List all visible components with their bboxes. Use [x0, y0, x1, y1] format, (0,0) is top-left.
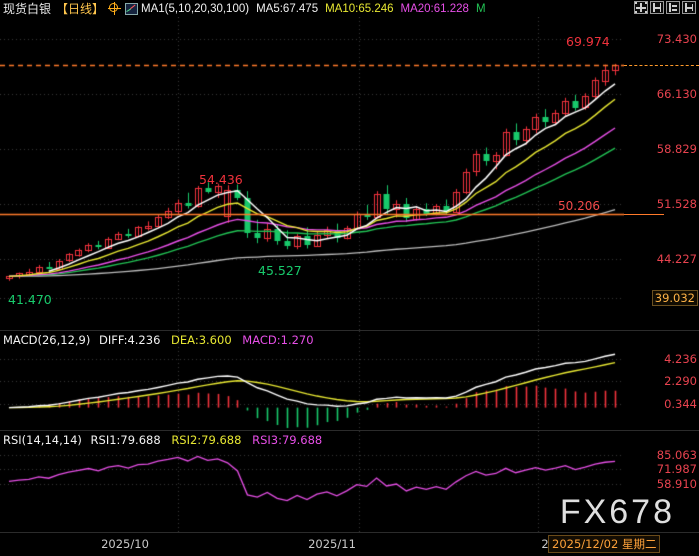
move-tool-icon[interactable]: [634, 1, 648, 14]
x-axis-tick: 2025/11: [308, 537, 356, 551]
chart-icon[interactable]: [125, 2, 139, 15]
price-axis-tick: 58.829: [656, 141, 697, 156]
rsi-panel: 85.063 71.987 58.910 RSI(14,14,14) RSI1:79…: [0, 431, 699, 532]
price-panel: 73.430 66.130 58.829 51.528 44.227 39.032 69.…: [0, 17, 699, 330]
macd-panel: 4.236 2.290 0.344 MACD(26,12,9) DIFF:4.236…: [0, 331, 699, 430]
support-line-extension: [624, 214, 664, 215]
rsi-axis-tick: 85.063: [656, 447, 697, 462]
ma10-value: MA10:65.246: [325, 2, 394, 15]
annotation-high-mid: 54.436: [199, 172, 243, 187]
macd-chart-canvas[interactable]: [0, 331, 624, 430]
ma5-value: MA5:67.475: [256, 2, 319, 15]
ma-formula-label: MA1(5,10,20,30,100): [141, 2, 250, 15]
x-axis-labels: 2025/10 2025/11 2 2025/12/02 星期二: [0, 532, 699, 555]
rsi-axis-tick: 71.987: [656, 462, 697, 477]
rsi-axis: 85.063 71.987 58.910: [624, 431, 699, 532]
annotation-low-mid: 45.527: [258, 263, 302, 278]
current-date-label: 2025/12/02 星期二: [548, 535, 661, 553]
price-axis-tick: 51.528: [656, 196, 697, 211]
price-chart-canvas[interactable]: [0, 17, 624, 330]
ma20-value: MA20:61.228: [400, 2, 469, 15]
annotation-low-left: 41.470: [8, 292, 52, 307]
fit-right-icon[interactable]: [666, 1, 680, 14]
rsi-title: RSI(14,14,14): [3, 433, 82, 447]
panel-divider-1: [0, 330, 699, 331]
crosshair-icon[interactable]: [108, 2, 122, 15]
macd-axis-tick: 0.344: [664, 396, 697, 411]
rsi-chart-canvas[interactable]: [0, 431, 624, 532]
price-axis-tick: 66.130: [656, 86, 697, 101]
annotation-high-right: 69.974: [566, 34, 610, 49]
shift-right-icon[interactable]: [682, 1, 696, 14]
macd-legend: MACD(26,12,9) DIFF:4.236 DEA:3.600 MACD:…: [3, 333, 314, 347]
rsi-legend: RSI(14,14,14) RSI1:79.688 RSI2:79.688 RS…: [3, 433, 322, 447]
rsi-axis-tick: 58.910: [656, 476, 697, 491]
mode-indicator: M: [475, 2, 486, 15]
rsi1-value: RSI1:79.688: [90, 433, 161, 447]
rsi3-value: RSI3:79.688: [252, 433, 323, 447]
chart-header: 现货白银 【日线】 MA1(5,10,20,30,100) MA5:67.475…: [0, 0, 699, 17]
panel-divider-2: [0, 430, 699, 431]
fit-left-icon[interactable]: [650, 1, 664, 14]
period-label[interactable]: 【日线】: [56, 2, 105, 16]
macd-diff-value: DIFF:4.236: [99, 333, 161, 347]
x-axis-tick: 2025/10: [101, 537, 149, 551]
watermark: FX678: [559, 493, 675, 531]
macd-title: MACD(26,12,9): [3, 333, 91, 347]
price-axis-tick: 73.430: [656, 31, 697, 46]
macd-macd-value: MACD:1.270: [242, 333, 314, 347]
instrument-name: 现货白银: [3, 2, 52, 16]
macd-axis: 4.236 2.290 0.344: [624, 331, 699, 430]
price-axis: 73.430 66.130 58.829 51.528 44.227 39.032: [624, 17, 699, 330]
macd-dea-value: DEA:3.600: [171, 333, 232, 347]
support-price-label: 50.206: [558, 198, 600, 213]
resistance-line-extension: [624, 65, 699, 66]
rsi2-value: RSI2:79.688: [171, 433, 242, 447]
macd-axis-tick: 4.236: [664, 351, 697, 366]
price-axis-tick: 44.227: [656, 251, 697, 266]
x-axis-tick: 2: [541, 537, 549, 551]
chart-toolbar: [634, 1, 696, 14]
macd-axis-tick: 2.290: [664, 374, 697, 389]
price-axis-tick: 39.032: [651, 289, 698, 306]
